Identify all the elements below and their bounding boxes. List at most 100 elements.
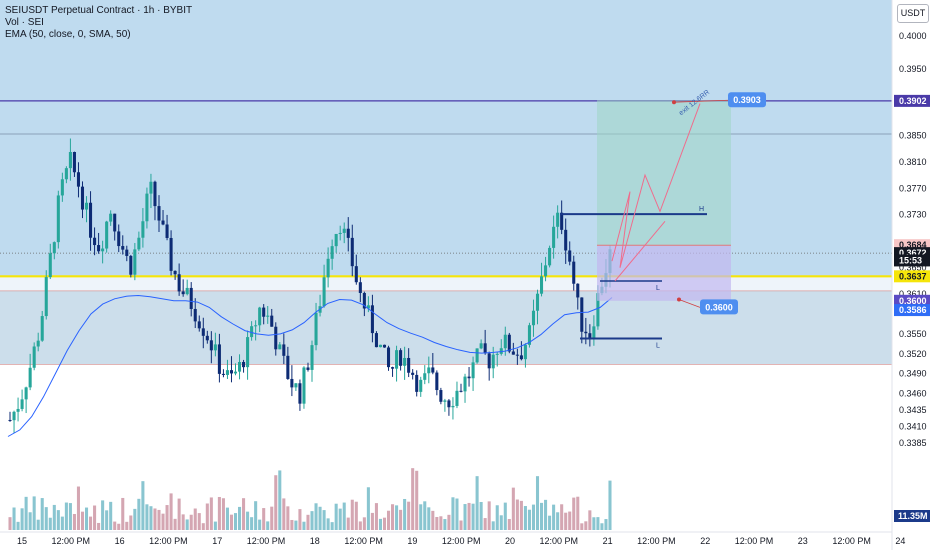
volume-bar (491, 521, 495, 530)
legend-ema[interactable]: EMA (50, close, 0, SMA, 50) (5, 29, 131, 40)
candle-body (169, 237, 173, 271)
candle-body (157, 206, 161, 221)
candle-body (93, 237, 97, 246)
projection-path (611, 103, 701, 268)
candle-body (32, 346, 36, 368)
candle-body (141, 221, 145, 238)
candle-body (294, 383, 298, 388)
volume-bar (374, 503, 378, 530)
x-tick-label: 12:00 PM (637, 536, 676, 546)
time-axis[interactable] (0, 532, 892, 550)
volume-bar (60, 516, 64, 530)
candle-body (274, 326, 278, 350)
exit-leader (673, 99, 729, 103)
candle-body (580, 297, 584, 332)
candle-body (201, 328, 205, 336)
volume-bar (189, 514, 193, 530)
volume-bar (97, 522, 101, 530)
candle-body (459, 390, 463, 392)
volume-bar (254, 501, 258, 530)
volume-bar (415, 470, 419, 530)
x-tick-label: 12:00 PM (832, 536, 871, 546)
volume-bar (306, 514, 310, 530)
currency-badge[interactable]: USDT (897, 4, 929, 23)
candle-body (588, 333, 592, 339)
candle-body (366, 305, 370, 309)
candle-body (246, 337, 250, 368)
candle-body (145, 193, 149, 222)
candle-body (72, 151, 76, 173)
candle-body (596, 293, 600, 327)
volume-bar (101, 500, 105, 530)
candle-body (298, 383, 302, 404)
x-tick-label: 12:00 PM (344, 536, 383, 546)
volume-bar (246, 511, 250, 530)
stop-zone (597, 245, 731, 301)
candle-body (40, 316, 44, 341)
volume-bar (209, 497, 213, 530)
price-tag: 15:53 (899, 255, 922, 265)
volume-bar (560, 504, 564, 530)
x-tick-label: 22 (700, 536, 710, 546)
candle-body (16, 408, 20, 412)
candle-body (197, 321, 201, 329)
candle-body (427, 367, 431, 374)
volume-bar (479, 501, 483, 530)
candle-body (544, 265, 548, 277)
volume-bar (475, 476, 479, 530)
volume-bar (113, 521, 117, 530)
volume-bar (270, 506, 274, 530)
volume-bar (36, 519, 40, 530)
volume-bar (378, 518, 382, 530)
candle-body (84, 202, 89, 210)
volume-bar (399, 509, 403, 530)
volume-bar (89, 516, 93, 530)
x-tick-label: 21 (603, 536, 613, 546)
legend-volume[interactable]: Vol · SEI (5, 17, 44, 28)
volume-bar (262, 508, 266, 530)
candle-body (560, 212, 564, 230)
legend-title[interactable]: SEIUSDT Perpetual Contract · 1h · BYBIT (5, 5, 193, 16)
volume-bar (173, 518, 177, 530)
x-tick-label: 15 (17, 536, 27, 546)
volume-bar (596, 517, 600, 530)
candle-body (467, 376, 471, 379)
volume-bar (52, 504, 56, 530)
volume-bar (193, 508, 197, 530)
candle-body (491, 354, 495, 369)
volume-bar (523, 506, 527, 530)
candle-body (286, 355, 290, 379)
candle-body (177, 274, 181, 292)
candle-body (161, 220, 165, 225)
candle-body (314, 312, 318, 346)
volume-bar (423, 501, 427, 530)
volume-bar (519, 500, 523, 530)
volume-bar (177, 498, 181, 530)
volume-bar (322, 510, 326, 530)
candle-body (109, 213, 113, 222)
volume-bar (318, 506, 322, 530)
candle-body (165, 224, 169, 238)
volume-bar (205, 503, 209, 530)
volume-bar (242, 498, 246, 530)
candle-body (572, 261, 576, 284)
volume-bar (487, 501, 491, 530)
candle-body (483, 343, 487, 354)
volume-bar (20, 508, 24, 530)
candle-body (262, 307, 266, 317)
volume-bar (225, 507, 229, 530)
upper-zone (0, 0, 892, 277)
y-tick-label: 0.3520 (899, 349, 927, 359)
volume-bar (233, 513, 238, 530)
volume-bar (495, 505, 499, 530)
volume-bar (326, 518, 330, 530)
candle-body (556, 212, 560, 227)
stop-leader (678, 299, 701, 308)
y-tick-label: 0.3950 (899, 64, 927, 74)
y-tick-label: 0.3850 (899, 130, 927, 140)
volume-bar (250, 517, 254, 530)
volume-bar (459, 520, 463, 530)
price-tag: 0.3684 (899, 240, 927, 250)
volume-bar (548, 515, 552, 530)
